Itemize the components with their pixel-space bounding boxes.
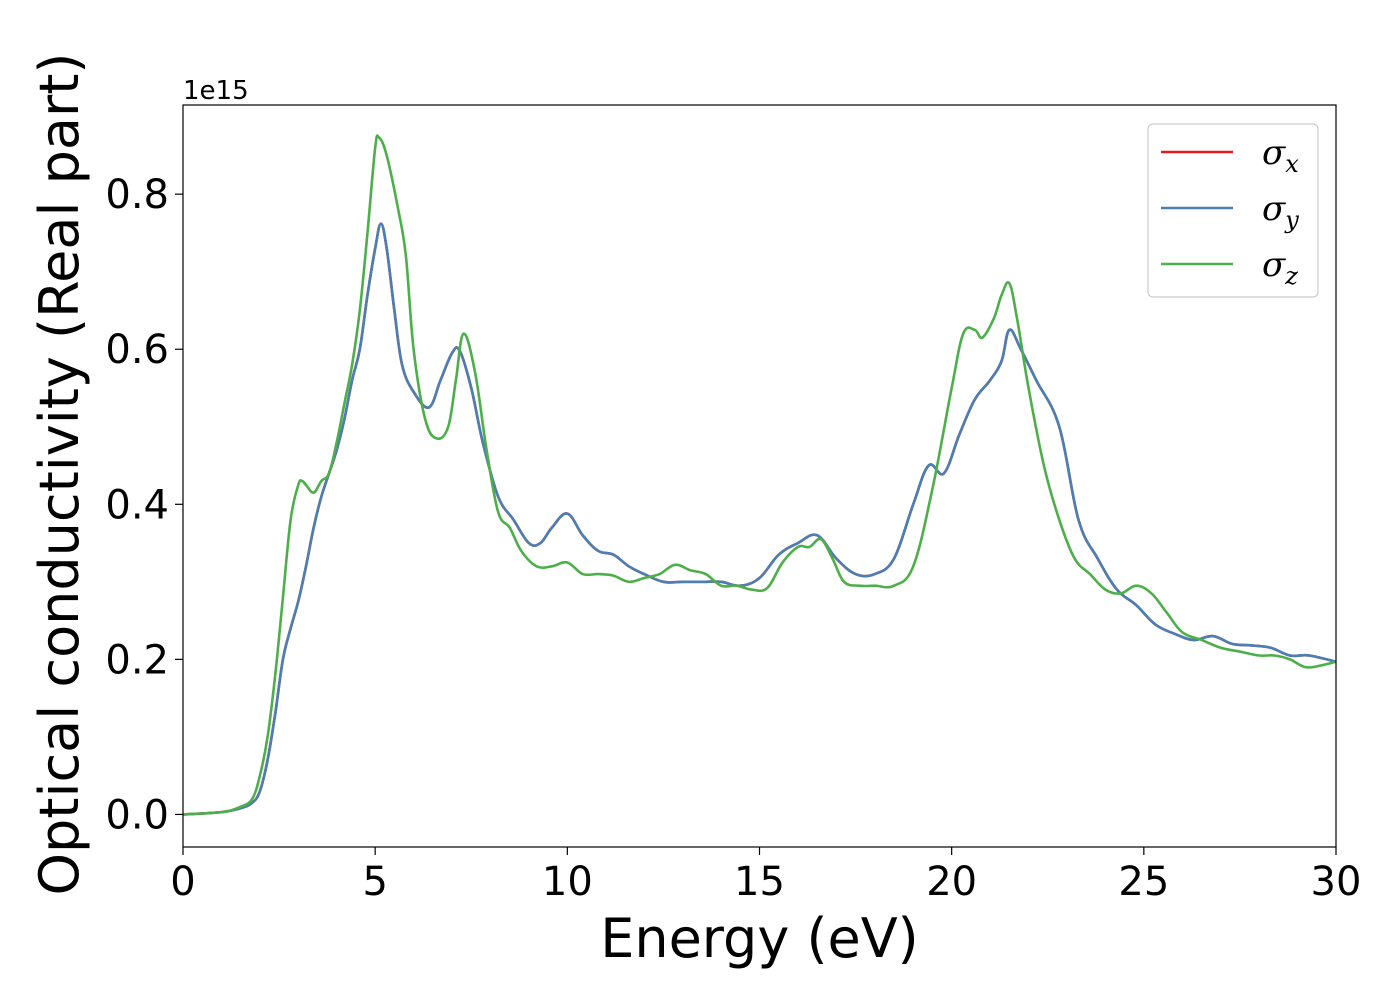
legend-label-base: σ [1262, 245, 1286, 285]
plot-area [182, 104, 1337, 848]
x-tick-label: 15 [734, 859, 785, 905]
y-axis-offset-text: 1e15 [183, 76, 249, 106]
y-tick-label: 0.4 [105, 482, 169, 528]
y-tick-label: 0.8 [105, 172, 169, 218]
y-axis: 0.0 0.2 0.4 0.6 0.8 [105, 172, 183, 838]
y-tick-label: 0.0 [105, 792, 169, 838]
y-tick-label: 0.2 [105, 637, 169, 683]
x-tick-label: 30 [1311, 859, 1362, 905]
y-axis-title: Optical conductivity (Real part) [28, 53, 91, 896]
legend-label-base: σ [1262, 189, 1286, 229]
series-line-z [183, 134, 1336, 816]
legend-label-subscript: z [1284, 262, 1298, 290]
y-tick-label: 0.6 [105, 327, 169, 373]
x-axis: 0 5 10 15 20 25 30 [170, 847, 1361, 905]
x-axis-title: Energy (eV) [600, 907, 919, 970]
legend-label-subscript: x [1285, 150, 1299, 178]
legend-label: σy [1262, 189, 1299, 234]
x-tick-label: 5 [362, 859, 387, 905]
legend-box [1147, 123, 1319, 298]
legend-label: σx [1262, 133, 1299, 178]
legend-label-subscript: y [1284, 206, 1299, 234]
legend-item-z: σz [1161, 245, 1298, 290]
x-tick-label: 20 [926, 859, 977, 905]
series-lines [183, 134, 1336, 816]
legend-label: σz [1262, 245, 1298, 290]
x-tick-label: 25 [1118, 859, 1169, 905]
legend-label-base: σ [1262, 133, 1286, 173]
legend-item-x: σx [1161, 133, 1299, 178]
legend-item-y: σy [1161, 189, 1299, 234]
x-tick-label: 0 [170, 859, 195, 905]
x-tick-label: 10 [542, 859, 593, 905]
